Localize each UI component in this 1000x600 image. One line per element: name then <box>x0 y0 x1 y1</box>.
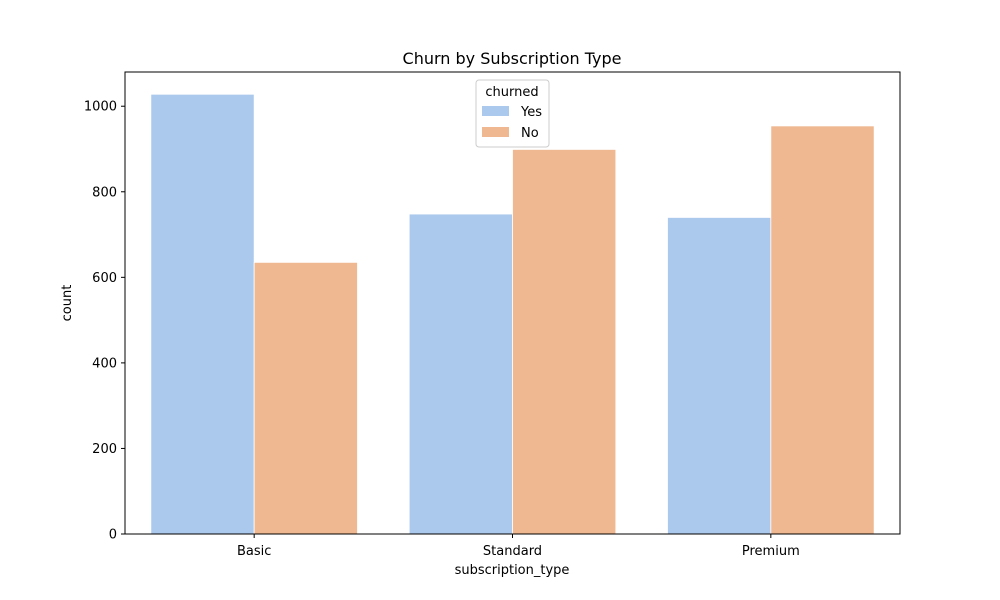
y-tick-label: 600 <box>92 271 117 286</box>
legend-label-no: No <box>521 126 539 141</box>
legend: churned Yes No <box>475 79 550 148</box>
y-tick-label: 800 <box>92 185 117 200</box>
y-tick-label: 0 <box>109 528 117 543</box>
y-axis-label: count <box>60 285 75 322</box>
y-tick-label: 400 <box>92 356 117 371</box>
legend-swatch-no <box>482 127 509 137</box>
y-axis: 0 200 400 600 800 1000 <box>84 100 125 543</box>
bar-basic-yes <box>150 93 255 535</box>
x-tick-label: Standard <box>483 544 542 559</box>
x-tick-label: Basic <box>237 544 271 559</box>
bar-standard-yes <box>408 213 513 535</box>
bar-basic-no <box>253 261 358 535</box>
chart-title: Churn by Subscription Type <box>403 49 622 68</box>
y-tick-label: 200 <box>92 442 117 457</box>
bar-premium-no <box>770 125 875 535</box>
bar-standard-no <box>512 149 617 535</box>
x-axis: Basic Standard Premium <box>237 534 800 559</box>
x-axis-label: subscription_type <box>455 563 570 578</box>
bars-group <box>150 93 875 535</box>
legend-swatch-yes <box>482 106 509 116</box>
y-tick-label: 1000 <box>84 100 117 115</box>
x-tick-label: Premium <box>742 544 800 559</box>
legend-label-yes: Yes <box>520 105 542 120</box>
bar-premium-yes <box>667 217 772 535</box>
legend-title: churned <box>485 85 538 100</box>
